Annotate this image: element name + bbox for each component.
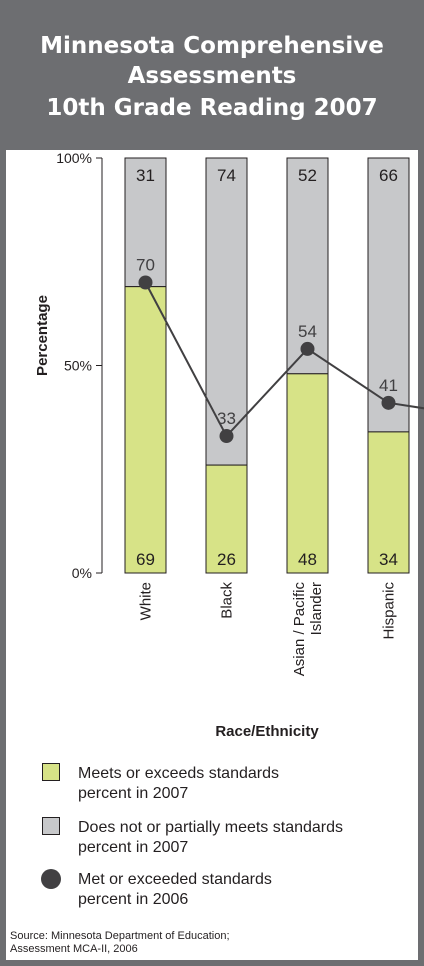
x-tick-label: Asian / Pacific <box>291 582 308 677</box>
legend-swatch-does-not-meet <box>42 817 60 835</box>
y-tick-label: 0% <box>72 565 92 581</box>
chart-plot: 0% 50% 100% Percentage 31 69 White 74 26 Black 52 4… <box>34 150 424 740</box>
point-label-2006: 41 <box>379 376 398 395</box>
source-note: Source: Minnesota Department of Educatio… <box>10 930 230 955</box>
point-2006 <box>381 395 396 410</box>
point-label-2006: 70 <box>136 256 155 275</box>
y-axis-label: Percentage <box>34 295 51 376</box>
bar-label-meets: 26 <box>217 550 236 569</box>
bar-meets <box>367 431 410 574</box>
x-tick-label: Islander <box>308 582 325 635</box>
title-line-3: 10th Grade Reading 2007 <box>46 95 378 121</box>
bar-does-not-meet <box>286 157 329 375</box>
bar-does-not-meet <box>205 157 248 466</box>
bar-label-does-not-meet: 66 <box>379 166 398 185</box>
legend-dot-2006 <box>41 869 61 889</box>
point-2006 <box>219 429 234 444</box>
legend-label-2006: Met or exceeded standards percent in 2006 <box>78 871 272 908</box>
bar-label-does-not-meet: 31 <box>136 166 155 185</box>
y-tick-label: 100% <box>56 150 92 166</box>
bar-does-not-meet <box>367 157 410 433</box>
x-tick-label: White <box>138 582 155 620</box>
point-2006 <box>138 275 153 290</box>
legend-swatch-meets <box>42 763 60 781</box>
bar-meets <box>124 286 167 574</box>
title-line-1: Minnesota Comprehensive <box>40 33 384 59</box>
bar-label-meets: 48 <box>298 550 317 569</box>
bar-meets <box>205 464 248 574</box>
bar-label-does-not-meet: 74 <box>217 166 236 185</box>
bar-label-meets: 69 <box>136 550 155 569</box>
bar-label-meets: 34 <box>379 550 398 569</box>
bar-does-not-meet <box>124 157 167 288</box>
x-tick-label: Hispanic <box>381 582 398 640</box>
bar-label-does-not-meet: 52 <box>298 166 317 185</box>
legend-label-meets: Meets or exceeds standards percent in 200… <box>78 765 279 802</box>
bar-meets <box>286 373 329 574</box>
title-line-2: Assessments <box>127 63 297 89</box>
point-2006 <box>300 341 315 356</box>
chart-header: Minnesota Comprehensive Assessments 10th… <box>0 0 424 150</box>
x-tick-label: Black <box>219 582 236 619</box>
y-tick-label: 50% <box>64 358 92 374</box>
x-axis-label: Race/Ethnicity <box>215 723 319 740</box>
point-label-2006: 33 <box>217 409 236 428</box>
point-label-2006: 54 <box>298 322 317 341</box>
legend-label-does-not-meet: Does not or partially meets standards per… <box>78 819 344 856</box>
